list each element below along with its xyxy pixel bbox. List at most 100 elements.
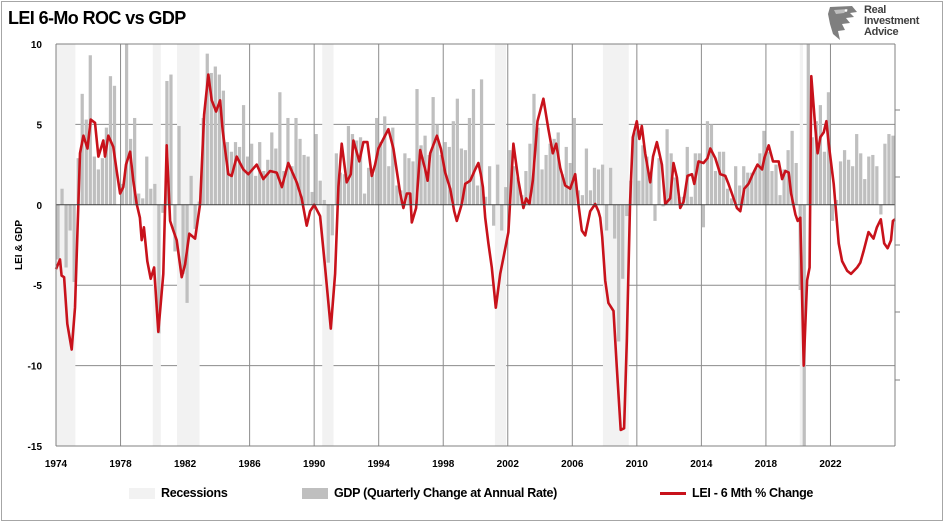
- gdp-bar: [141, 198, 145, 205]
- gdp-bar: [129, 138, 133, 205]
- gdp-bar: [564, 146, 568, 205]
- gdp-bar: [290, 166, 294, 205]
- gdp-bar: [237, 146, 242, 205]
- gdp-bar: [721, 151, 726, 205]
- gdp-bar: [56, 204, 60, 260]
- x-tick-label: 1974: [45, 459, 68, 470]
- x-tick-label: 2018: [755, 459, 778, 470]
- gdp-bar: [415, 89, 419, 205]
- gdp-bar: [112, 85, 117, 205]
- gdp-bar: [217, 74, 221, 205]
- gdp-bar: [859, 153, 863, 205]
- gdp-bar: [705, 121, 710, 205]
- legend-label-gdp: GDP (Quarterly Change at Annual Rate): [334, 486, 557, 500]
- gdp-bar: [536, 127, 540, 205]
- gdp-bar: [738, 185, 742, 205]
- gdp-bar: [181, 204, 185, 274]
- y-tick-label: -15: [28, 442, 43, 453]
- gdp-bar: [68, 204, 72, 231]
- eagle-logo-icon: [828, 6, 857, 40]
- gdp-bar: [229, 151, 234, 205]
- gdp-bar: [475, 185, 480, 205]
- gdp-bar: [717, 151, 722, 205]
- gdp-bar: [713, 171, 718, 205]
- gdp-bar: [64, 204, 68, 268]
- gdp-bar: [153, 183, 157, 205]
- gdp-bar: [173, 204, 177, 252]
- gdp-bar: [838, 161, 843, 205]
- logo-text: Real Investment Advice: [864, 5, 919, 38]
- gdp-bar: [540, 169, 544, 205]
- gdp-bar: [665, 129, 669, 205]
- gdp-bar: [879, 204, 883, 215]
- gdp-bar: [241, 105, 246, 205]
- gdp-bar: [403, 153, 407, 205]
- gdp-bar: [213, 66, 217, 205]
- gdp-bar: [286, 117, 290, 205]
- gdp-bar: [730, 198, 734, 205]
- gdp-bar: [657, 158, 661, 205]
- legend-swatch-recessions: [129, 487, 155, 499]
- gdp-bar: [875, 166, 879, 205]
- gdp-bar: [661, 204, 665, 207]
- gdp-bar: [572, 117, 576, 205]
- gdp-bar: [613, 204, 617, 239]
- gdp-bar: [387, 166, 391, 205]
- gdp-bar: [326, 204, 330, 263]
- gdp-bar: [725, 188, 730, 205]
- gdp-bar: [294, 117, 298, 205]
- gdp-bar: [851, 166, 855, 205]
- gdp-bar: [84, 119, 88, 205]
- gdp-bar: [830, 204, 835, 221]
- gdp-bar: [653, 204, 657, 221]
- x-tick-label: 2006: [561, 459, 584, 470]
- gdp-bar: [734, 166, 738, 205]
- gdp-bar: [419, 145, 423, 205]
- gdp-bar: [544, 154, 548, 205]
- gdp-bar: [391, 127, 395, 205]
- x-tick-label: 1994: [368, 459, 391, 470]
- gdp-bar: [512, 166, 516, 205]
- lei-line: [54, 73, 896, 432]
- legend: Recessions GDP (Quarterly Change at Annu…: [0, 486, 946, 504]
- x-tick-label: 2022: [819, 459, 842, 470]
- y-tick-label: 0: [36, 201, 42, 212]
- gdp-bar: [342, 174, 347, 205]
- gdp-bar: [588, 190, 593, 205]
- gdp-bar: [568, 162, 572, 205]
- gdp-bar: [137, 193, 141, 205]
- gdp-bar: [504, 187, 508, 205]
- legend-item-lei: LEI - 6 Mth % Change: [660, 486, 813, 500]
- gdp-bar: [758, 153, 762, 205]
- gdp-bar: [193, 204, 197, 229]
- gdp-bar: [863, 179, 867, 205]
- legend-label-lei: LEI - 6 Mth % Change: [692, 486, 814, 500]
- gdp-bar: [447, 146, 451, 205]
- gdp-bar: [407, 158, 411, 205]
- x-tick-label: 1986: [238, 459, 261, 470]
- gdp-bar: [270, 132, 274, 205]
- legend-label-recessions: Recessions: [161, 486, 228, 500]
- legend-item-recessions: Recessions: [129, 486, 228, 500]
- x-tick-label: 1982: [174, 459, 197, 470]
- x-tick-label: 1998: [432, 459, 455, 470]
- gdp-bar: [274, 148, 278, 205]
- gdp-bar: [871, 154, 875, 205]
- gdp-bar: [459, 148, 463, 205]
- gdp-bar: [302, 154, 306, 205]
- gdp-bar: [92, 156, 96, 205]
- legend-swatch-lei: [660, 491, 686, 495]
- gdp-bar: [709, 124, 714, 205]
- gdp-bar: [395, 185, 399, 205]
- gdp-bar: [157, 204, 161, 334]
- gdp-bar: [96, 169, 100, 205]
- gdp-bar: [750, 172, 754, 205]
- gdp-bar: [528, 143, 532, 205]
- x-tick-label: 2014: [690, 459, 713, 470]
- gdp-bar: [205, 53, 209, 205]
- gdp-bar: [431, 97, 435, 205]
- gdp-bar: [617, 204, 621, 342]
- gdp-bar: [746, 172, 750, 205]
- gdp-bar: [689, 196, 693, 205]
- gdp-bar: [810, 137, 814, 205]
